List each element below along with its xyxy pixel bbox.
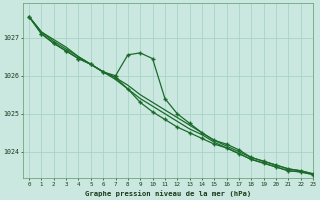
- X-axis label: Graphe pression niveau de la mer (hPa): Graphe pression niveau de la mer (hPa): [85, 190, 251, 197]
